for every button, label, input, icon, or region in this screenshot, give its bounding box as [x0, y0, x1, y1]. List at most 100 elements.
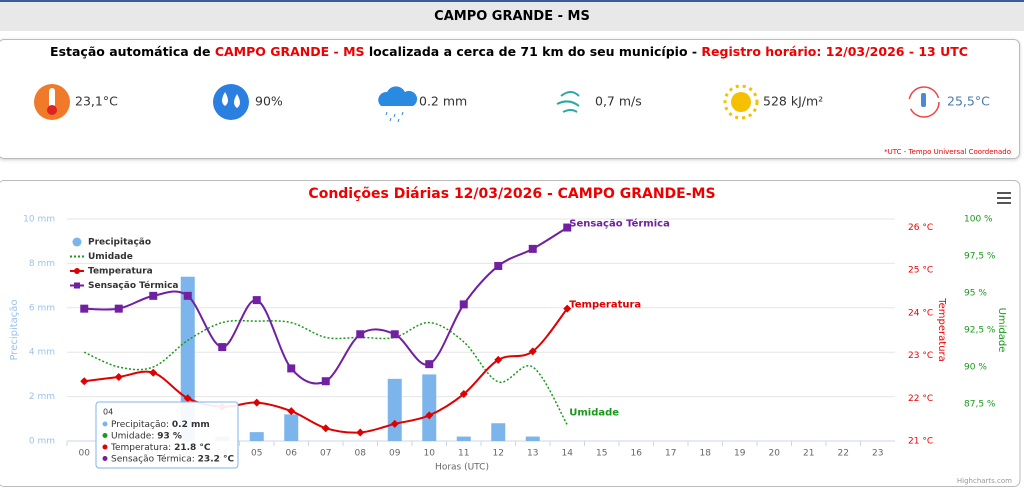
rain-icon: [385, 111, 404, 123]
y3ticks-label: 90 %: [964, 363, 987, 373]
point-marker: [321, 377, 330, 386]
tooltip-value: 21.8 °C: [174, 443, 211, 453]
stat-value: 528 kJ/m²: [763, 94, 823, 109]
tooltip-box: [95, 401, 239, 469]
x-tick-label: 15: [596, 449, 607, 459]
humidity-icon: [222, 92, 240, 108]
point-marker: [425, 411, 434, 420]
point-marker: [459, 300, 468, 309]
x-tick-label: 08: [355, 449, 367, 459]
bar: [456, 436, 471, 441]
wind-icon: [556, 91, 580, 113]
x-axis-title: Horas (UTC): [435, 463, 489, 473]
tooltip-row: Umidade: 93 %: [111, 431, 182, 441]
x-tick-label: 23: [872, 449, 883, 459]
series-line: [83, 319, 568, 426]
tooltip-title: 04: [103, 408, 113, 417]
x-tick-label: 13: [527, 449, 538, 459]
station-panel: Estação automática de CAMPO GRANDE - MS …: [0, 39, 1020, 159]
point-marker: [183, 291, 192, 300]
tooltip-label: Sensação Térmica:: [111, 453, 198, 464]
tooltip-label: Temperatura:: [110, 443, 174, 453]
series-end-label: Umidade: [569, 408, 619, 419]
point-marker: [149, 291, 158, 300]
rain-icon: [378, 86, 418, 106]
tooltip-dot: [102, 421, 108, 427]
x-tick-label: 00: [79, 449, 91, 459]
point-marker: [252, 296, 261, 305]
x-tick-label: 10: [424, 449, 436, 459]
bar: [491, 423, 506, 441]
point-marker: [80, 377, 89, 386]
point-marker: [183, 394, 192, 403]
series-end-label: Temperatura: [569, 300, 641, 311]
point-marker: [80, 304, 89, 313]
y-axis-title: Precipitação: [9, 299, 20, 360]
tooltip-label: Umidade:: [111, 431, 157, 441]
menu-line[interactable]: [997, 197, 1011, 199]
point-marker: [356, 428, 365, 437]
legend-label: Precipitação: [88, 238, 151, 248]
x-tick-label: 06: [286, 449, 298, 459]
yticks-label: 8 mm: [29, 259, 55, 269]
x-tick-label: 05: [251, 449, 262, 459]
x-tick-label: 16: [631, 449, 643, 459]
tooltip-dot: [102, 444, 108, 450]
tooltip-row: Precipitação: 0.2 mm: [111, 420, 210, 430]
tooltip-row: Temperatura: 21.8 °C: [110, 443, 211, 453]
menu-button[interactable]: [997, 192, 1011, 204]
point-marker: [494, 355, 503, 364]
menu-line[interactable]: [997, 192, 1011, 194]
y2ticks-label: 25 °C: [908, 266, 933, 276]
y2ticks-label: 21 °C: [908, 437, 933, 447]
y2ticks-label: 23 °C: [908, 351, 933, 361]
point-marker: [252, 398, 261, 407]
point-marker: [287, 407, 296, 416]
x-tick-label: 11: [458, 449, 469, 459]
tooltip-value: 93 %: [157, 431, 182, 441]
x-tick-label: 12: [493, 449, 504, 459]
x-tick-label: 22: [838, 449, 849, 459]
tooltip-row: Sensação Térmica: 23.2 °C: [111, 453, 235, 464]
sun-icon: [723, 84, 759, 120]
bar: [422, 374, 437, 441]
tooltip-dot: [102, 456, 108, 461]
y3ticks-label: 100 %: [964, 215, 993, 225]
humidity-icon: [213, 84, 249, 120]
menu-line[interactable]: [997, 202, 1011, 204]
y3ticks-label: 92,5 %: [964, 326, 996, 336]
stat-value: 23,1°C: [75, 94, 118, 109]
yticks-label: 0 mm: [29, 437, 55, 447]
legend-label: Umidade: [88, 252, 133, 262]
point-marker: [390, 419, 399, 428]
point-marker: [149, 368, 158, 377]
point-marker: [390, 330, 399, 339]
stat-value: 0.2 mm: [419, 94, 467, 109]
y3ticks-label: 87,5 %: [964, 400, 996, 410]
x-tick-label: 18: [700, 449, 712, 459]
point-marker: [321, 424, 330, 433]
yticks-label: 4 mm: [29, 348, 55, 358]
y2ticks-label: 26 °C: [908, 223, 933, 233]
tooltip-value: 0.2 mm: [172, 420, 210, 430]
station-city: CAMPO GRANDE - MS: [214, 44, 365, 59]
point-marker: [218, 343, 227, 352]
point-marker: [528, 244, 537, 253]
stat-value: 25,5°C: [947, 94, 990, 109]
point-marker: [287, 364, 296, 373]
stat-value: 90%: [255, 94, 283, 109]
bar: [525, 436, 540, 441]
tooltip-value: 23.2 °C: [198, 454, 235, 464]
legend-symbol: [74, 268, 80, 274]
point-marker: [114, 372, 123, 381]
x-tick-label: 14: [562, 449, 574, 459]
legend-symbol: [74, 282, 80, 289]
point-marker: [459, 390, 468, 399]
point-marker: [425, 360, 434, 369]
station-line: Estação automática de CAMPO GRANDE - MS …: [0, 44, 1019, 59]
credit: Highcharts.com: [957, 477, 1012, 485]
point-marker: [563, 223, 572, 232]
x-tick-label: 19: [734, 449, 746, 459]
point-marker: [563, 304, 572, 313]
temp-icon: [49, 88, 55, 108]
